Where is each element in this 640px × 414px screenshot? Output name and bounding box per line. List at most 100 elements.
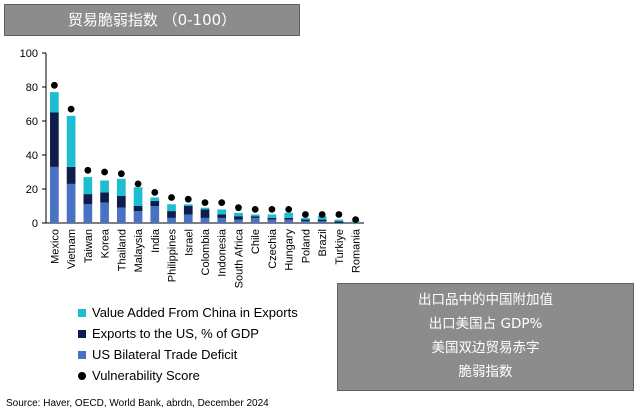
legend-label-deficit: US Bilateral Trade Deficit <box>92 347 238 362</box>
category-label: Chile <box>250 229 262 254</box>
y-tick-label: 0 <box>32 218 38 230</box>
category-label: Philippines <box>167 229 179 283</box>
bar-segment <box>234 216 243 220</box>
chart-title: 贸易脆弱指数 （0-100） <box>4 4 300 36</box>
legend-label-exports: Exports to the US, % of GDP <box>92 326 259 341</box>
bar-segment <box>183 206 193 215</box>
category-label: Hungary <box>284 229 296 271</box>
bar-segment <box>150 197 160 201</box>
score-point <box>117 170 125 178</box>
score-point <box>134 180 142 188</box>
category-label: Vietnam <box>66 229 78 269</box>
score-point <box>235 204 242 212</box>
y-tick-label: 60 <box>26 116 38 128</box>
bar-segment <box>116 178 126 196</box>
bar-segment <box>250 216 260 218</box>
category-label: Israel <box>183 229 195 256</box>
bar-segment <box>234 219 243 223</box>
annotation-line: 出口美国占 GDP% <box>428 316 543 332</box>
category-label: Malaysia <box>133 228 145 272</box>
category-label: Mexico <box>49 229 61 264</box>
legend-item-exports: Exports to the US, % of GDP <box>78 323 298 344</box>
score-point <box>201 199 209 207</box>
bar-segment <box>100 180 109 193</box>
annotation-line: 脆弱指数 <box>458 364 513 380</box>
category-label: Korea <box>100 228 112 258</box>
y-tick-label: 100 <box>20 48 38 60</box>
bar-segment <box>150 206 160 223</box>
bar-segment <box>317 221 327 223</box>
category-label: Indonesia <box>217 228 229 277</box>
bar-segment <box>267 219 277 223</box>
bar-segment <box>50 166 59 223</box>
bar-segment <box>100 202 109 223</box>
bar-segment <box>150 200 160 206</box>
legend-swatch-exports <box>78 329 86 338</box>
legend-swatch-value-added <box>78 308 86 317</box>
bar-segment <box>200 207 210 210</box>
bar-segment <box>334 219 344 222</box>
category-label: Thailand <box>116 229 128 271</box>
bar-segment <box>83 194 93 205</box>
bar-segment <box>116 195 126 208</box>
bar-segment <box>183 204 193 206</box>
annotation-box: 出口品中的中国附加值 出口美国占 GDP% 美国双边贸易赤字 脆弱指数 <box>337 283 634 391</box>
bar-segment <box>317 219 327 222</box>
category-label: South Africa <box>233 228 245 288</box>
legend-label-score: Vulnerability Score <box>92 368 200 383</box>
legend-swatch-deficit <box>78 350 86 359</box>
bar-segment <box>133 206 143 212</box>
bar-segment <box>234 212 243 217</box>
bar-segment <box>200 209 210 218</box>
score-point <box>302 211 309 218</box>
category-label: Czechia <box>267 228 279 269</box>
score-point <box>67 105 75 113</box>
category-label: Poland <box>300 229 312 263</box>
legend-label-value-added: Value Added From China in Exports <box>92 305 298 320</box>
bar-segment <box>116 207 126 223</box>
bar-segment <box>100 192 109 203</box>
bar-segment <box>133 211 143 223</box>
bar-segment <box>284 217 294 220</box>
score-point <box>101 168 108 176</box>
bar-segment <box>66 115 76 167</box>
annotation-line: 出口品中的中国附加值 <box>418 292 553 308</box>
score-point <box>352 216 360 224</box>
score-point <box>335 211 343 218</box>
score-point <box>218 199 226 207</box>
bar-segment <box>66 166 76 184</box>
bar-segment <box>133 187 143 206</box>
score-point <box>151 189 159 196</box>
legend-item-value-added: Value Added From China in Exports <box>78 302 298 323</box>
y-tick-label: 40 <box>26 150 38 162</box>
bar-segment <box>301 221 310 223</box>
score-point <box>184 195 192 203</box>
bar-segment <box>267 214 277 218</box>
bar-segment <box>167 204 176 212</box>
annotation-line: 美国双边贸易赤字 <box>431 340 540 356</box>
category-label: Brazil <box>317 229 329 257</box>
bar-segment <box>284 219 294 223</box>
y-tick-label: 80 <box>26 82 38 94</box>
legend-item-deficit: US Bilateral Trade Deficit <box>78 344 298 365</box>
category-label: Taiwan <box>83 229 95 263</box>
score-point <box>251 206 259 213</box>
bar-segment <box>301 219 310 222</box>
chart-legend: Value Added From China in Exports Export… <box>78 302 298 386</box>
bar-segment <box>167 217 176 223</box>
bar-segment <box>50 92 59 113</box>
bar-segment <box>267 217 277 220</box>
bar-segment <box>334 221 344 223</box>
legend-marker-score <box>78 371 86 380</box>
score-point <box>318 211 326 218</box>
bar-segment <box>217 217 227 223</box>
bar-segment <box>301 217 310 220</box>
bar-segment <box>284 212 294 218</box>
score-point <box>285 206 293 213</box>
bar-segment <box>183 214 193 223</box>
category-label: India <box>150 228 162 253</box>
bar-segment <box>50 112 59 167</box>
category-label: Colombia <box>200 228 212 275</box>
bar-segment <box>83 204 93 223</box>
bar-segment <box>200 217 210 223</box>
